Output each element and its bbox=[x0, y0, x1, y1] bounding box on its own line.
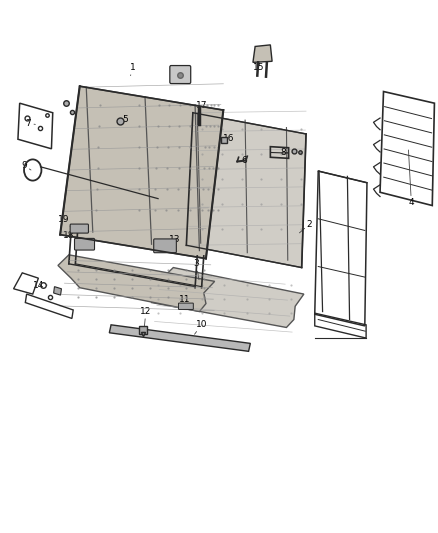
Polygon shape bbox=[186, 113, 306, 268]
Text: 14: 14 bbox=[33, 280, 47, 289]
Text: 9: 9 bbox=[21, 161, 31, 170]
FancyBboxPatch shape bbox=[170, 66, 191, 84]
Text: 10: 10 bbox=[194, 320, 207, 334]
Text: 17: 17 bbox=[196, 101, 207, 113]
Text: 1: 1 bbox=[130, 63, 136, 76]
Text: 15: 15 bbox=[253, 59, 265, 72]
Text: 11: 11 bbox=[179, 295, 191, 305]
Text: 18: 18 bbox=[63, 231, 76, 244]
Polygon shape bbox=[53, 287, 61, 295]
Text: 7: 7 bbox=[25, 119, 35, 128]
Text: 2: 2 bbox=[300, 220, 312, 233]
FancyBboxPatch shape bbox=[74, 238, 95, 250]
FancyBboxPatch shape bbox=[179, 303, 193, 310]
Text: 13: 13 bbox=[166, 236, 180, 245]
Text: 19: 19 bbox=[58, 215, 72, 228]
Text: 16: 16 bbox=[223, 134, 234, 143]
FancyBboxPatch shape bbox=[70, 224, 88, 233]
FancyBboxPatch shape bbox=[154, 239, 177, 253]
Text: 4: 4 bbox=[409, 150, 414, 207]
Polygon shape bbox=[253, 45, 272, 62]
Text: 12: 12 bbox=[140, 307, 152, 326]
Text: 3: 3 bbox=[194, 260, 199, 280]
Text: 8: 8 bbox=[280, 148, 289, 157]
Polygon shape bbox=[110, 325, 251, 351]
Text: 6: 6 bbox=[241, 156, 247, 165]
Polygon shape bbox=[152, 268, 304, 327]
Text: 20: 20 bbox=[177, 66, 188, 78]
Text: 5: 5 bbox=[120, 115, 128, 124]
Polygon shape bbox=[58, 255, 215, 312]
Polygon shape bbox=[60, 86, 223, 259]
